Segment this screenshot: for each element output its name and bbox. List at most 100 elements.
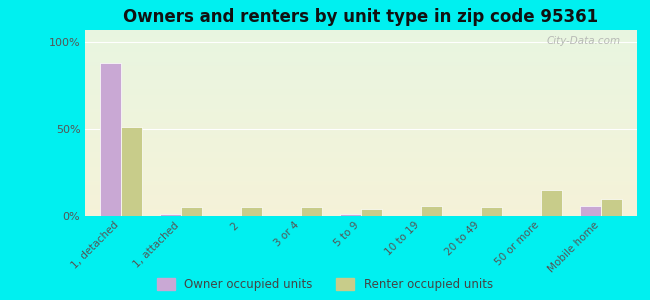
Bar [84, 111, 637, 112]
Bar [84, 139, 637, 140]
Bar [84, 188, 637, 189]
Bar [84, 71, 637, 72]
Bar [84, 120, 637, 121]
Bar [84, 90, 637, 92]
Bar [84, 46, 637, 47]
Bar [84, 56, 637, 57]
Bar [84, 83, 637, 84]
Bar [84, 177, 637, 178]
Bar [84, 212, 637, 213]
Bar [84, 159, 637, 160]
Bar [84, 34, 637, 36]
Bar [84, 145, 637, 146]
Bar [84, 113, 637, 114]
Bar [84, 178, 637, 179]
Bar [84, 173, 637, 174]
Bar [84, 119, 637, 120]
Bar [84, 183, 637, 184]
Bar [84, 149, 637, 150]
Bar [84, 158, 637, 159]
Bar [84, 41, 637, 42]
Bar [84, 30, 637, 31]
Bar [84, 104, 637, 105]
Bar [601, 199, 622, 216]
Bar [84, 132, 637, 133]
Bar [84, 213, 637, 214]
Bar [84, 57, 637, 58]
Bar [84, 134, 637, 135]
Bar [84, 166, 637, 167]
Bar [84, 135, 637, 136]
Bar [84, 68, 637, 69]
Bar [84, 170, 637, 171]
Bar [361, 209, 382, 216]
Bar [84, 95, 637, 96]
Bar [84, 53, 637, 54]
Bar [84, 43, 637, 44]
Bar [84, 180, 637, 181]
Bar [84, 185, 637, 186]
Bar [84, 110, 637, 111]
Bar [84, 49, 637, 50]
Bar [84, 193, 637, 194]
Bar [181, 207, 202, 216]
Bar [84, 207, 637, 208]
Bar [84, 39, 637, 40]
Bar [84, 128, 637, 129]
Bar [84, 33, 637, 34]
Legend: Owner occupied units, Renter occupied units: Owner occupied units, Renter occupied un… [157, 278, 493, 291]
Bar [84, 182, 637, 183]
Bar [84, 61, 637, 63]
Bar [84, 69, 637, 70]
Bar [84, 162, 637, 163]
Bar [84, 97, 637, 98]
Bar [84, 143, 637, 144]
Bar [84, 163, 637, 164]
Bar [84, 148, 637, 149]
Bar [84, 65, 637, 66]
Bar [84, 131, 637, 132]
Bar [84, 92, 637, 93]
Bar [84, 140, 637, 141]
Bar [84, 176, 637, 177]
Bar [84, 75, 637, 76]
Bar [84, 72, 637, 73]
Bar [84, 206, 637, 207]
Bar [84, 204, 637, 205]
Bar [84, 153, 637, 154]
Bar [84, 215, 637, 216]
Bar [84, 142, 637, 143]
Bar [84, 141, 637, 142]
Bar [84, 88, 637, 89]
Bar [84, 77, 637, 78]
Bar [84, 136, 637, 137]
Bar [84, 109, 637, 110]
Bar [340, 214, 361, 216]
Bar [84, 64, 637, 65]
Bar [84, 80, 637, 81]
Bar [84, 79, 637, 80]
Bar [84, 151, 637, 152]
Text: City-Data.com: City-Data.com [546, 36, 620, 46]
Bar [84, 202, 637, 203]
Bar [84, 67, 637, 68]
Bar [84, 167, 637, 168]
Bar [84, 146, 637, 147]
Bar [84, 169, 637, 170]
Bar [84, 118, 637, 119]
Bar [84, 164, 637, 165]
Bar [84, 100, 637, 101]
Bar [84, 55, 637, 56]
Bar [84, 191, 637, 192]
Bar [84, 42, 637, 43]
Bar [84, 144, 637, 145]
Bar [84, 192, 637, 193]
Bar [481, 207, 502, 216]
Bar [84, 203, 637, 204]
Bar [84, 48, 637, 49]
Bar [84, 38, 637, 39]
Bar [84, 186, 637, 187]
Bar [84, 196, 637, 197]
Bar [84, 105, 637, 106]
Bar [84, 125, 637, 126]
